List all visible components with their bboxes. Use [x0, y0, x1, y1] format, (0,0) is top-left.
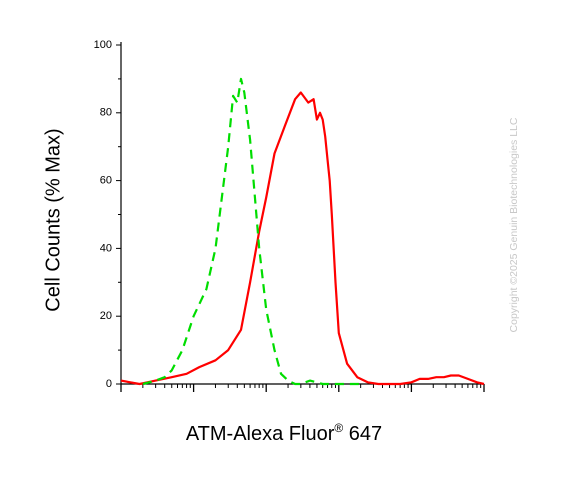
y-tick-label: 100: [94, 39, 112, 51]
y-tick-label: 80: [100, 107, 112, 119]
x-axis-label-superscript: ®: [334, 421, 343, 435]
x-ticks: [120, 384, 485, 392]
y-tick-label: 20: [100, 310, 112, 322]
series-layer: [120, 77, 485, 386]
series-red-solid-line: [120, 91, 485, 386]
x-axis-label-main: ATM-Alexa Fluor: [186, 423, 335, 445]
copyright-watermark: Copyright ©2025 Genuin Biotechnologies L…: [508, 117, 520, 332]
y-ticks: 0 20 40 60 80 100: [94, 39, 121, 390]
y-tick-label: 0: [106, 378, 112, 390]
axes: [120, 42, 484, 385]
y-axis-label: Cell Counts (% Max): [42, 128, 64, 311]
x-axis-label: ATM-Alexa Fluor® 647: [186, 421, 382, 445]
x-axis-label-suffix: 647: [343, 423, 382, 445]
y-tick-label: 60: [100, 175, 112, 187]
series-green-dashed-line: [142, 77, 361, 386]
y-tick-label: 40: [100, 242, 112, 254]
